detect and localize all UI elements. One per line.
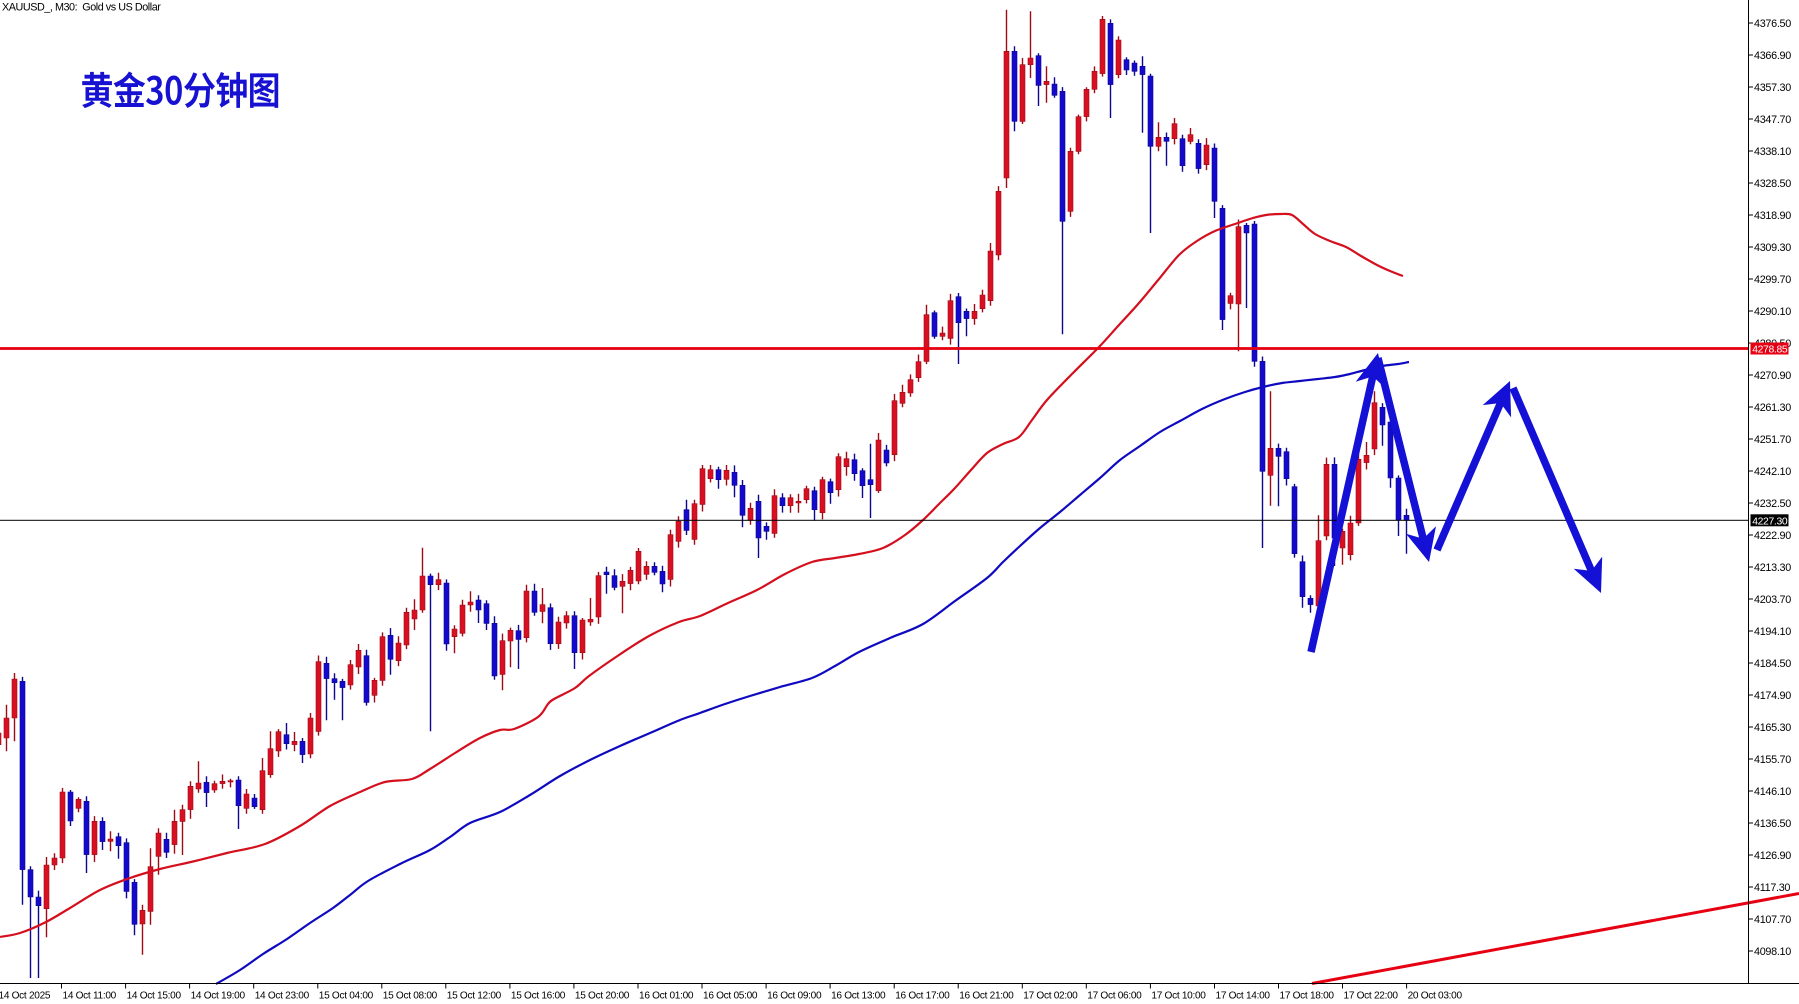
svg-text:14 Oct 23:00: 14 Oct 23:00 <box>255 991 310 1002</box>
svg-text:16 Oct 01:00: 16 Oct 01:00 <box>639 991 694 1002</box>
svg-text:15 Oct 20:00: 15 Oct 20:00 <box>575 991 630 1002</box>
svg-text:16 Oct 13:00: 16 Oct 13:00 <box>831 991 886 1002</box>
svg-text:4155.70: 4155.70 <box>1754 754 1791 766</box>
svg-text:4098.10: 4098.10 <box>1754 946 1791 958</box>
svg-text:4117.30: 4117.30 <box>1754 882 1790 894</box>
svg-text:4270.90: 4270.90 <box>1754 370 1791 382</box>
svg-text:4328.50: 4328.50 <box>1754 178 1791 190</box>
svg-text:4227.30: 4227.30 <box>1752 516 1788 527</box>
svg-text:17 Oct 14:00: 17 Oct 14:00 <box>1216 991 1271 1002</box>
svg-text:4126.90: 4126.90 <box>1754 850 1791 862</box>
svg-text:17 Oct 10:00: 17 Oct 10:00 <box>1151 991 1206 1002</box>
svg-text:4376.50: 4376.50 <box>1754 18 1791 30</box>
svg-text:14 Oct 19:00: 14 Oct 19:00 <box>191 991 246 1002</box>
svg-text:4290.10: 4290.10 <box>1754 306 1791 318</box>
svg-text:4232.50: 4232.50 <box>1754 498 1791 510</box>
svg-text:15 Oct 16:00: 15 Oct 16:00 <box>511 991 566 1002</box>
svg-text:4194.10: 4194.10 <box>1754 626 1791 638</box>
svg-text:16 Oct 21:00: 16 Oct 21:00 <box>959 991 1014 1002</box>
svg-text:4347.70: 4347.70 <box>1754 114 1791 126</box>
svg-text:4184.50: 4184.50 <box>1754 658 1791 670</box>
svg-text:4203.70: 4203.70 <box>1754 594 1791 606</box>
svg-text:15 Oct 04:00: 15 Oct 04:00 <box>319 991 374 1002</box>
svg-text:20 Oct 03:00: 20 Oct 03:00 <box>1408 991 1463 1002</box>
svg-text:4242.10: 4242.10 <box>1754 466 1791 478</box>
svg-text:4174.90: 4174.90 <box>1754 690 1791 702</box>
svg-text:4299.70: 4299.70 <box>1754 274 1791 286</box>
svg-text:14 Oct 11:00: 14 Oct 11:00 <box>63 991 117 1002</box>
svg-text:17 Oct 02:00: 17 Oct 02:00 <box>1023 991 1078 1002</box>
svg-text:4366.90: 4366.90 <box>1754 50 1791 62</box>
svg-text:17 Oct 22:00: 17 Oct 22:00 <box>1344 991 1399 1002</box>
svg-text:4251.70: 4251.70 <box>1754 434 1791 446</box>
svg-text:4338.10: 4338.10 <box>1754 146 1791 158</box>
svg-text:17 Oct 18:00: 17 Oct 18:00 <box>1280 991 1335 1002</box>
svg-text:4146.10: 4146.10 <box>1754 786 1791 798</box>
svg-text:4278.85: 4278.85 <box>1752 345 1788 356</box>
svg-text:4136.50: 4136.50 <box>1754 818 1791 830</box>
svg-text:16 Oct 05:00: 16 Oct 05:00 <box>703 991 758 1002</box>
svg-text:XAUUSD_, M30: Gold vs US Doll: XAUUSD_, M30: Gold vs US Dollar <box>2 2 161 14</box>
svg-text:4213.30: 4213.30 <box>1754 562 1791 574</box>
svg-text:4357.30: 4357.30 <box>1754 82 1791 94</box>
svg-text:14 Oct 15:00: 14 Oct 15:00 <box>127 991 182 1002</box>
svg-text:16 Oct 09:00: 16 Oct 09:00 <box>767 991 822 1002</box>
svg-text:16 Oct 17:00: 16 Oct 17:00 <box>895 991 950 1002</box>
svg-text:4222.90: 4222.90 <box>1754 530 1791 542</box>
svg-text:14 Oct 2025: 14 Oct 2025 <box>0 991 51 1002</box>
svg-text:4318.90: 4318.90 <box>1754 210 1791 222</box>
svg-text:4309.30: 4309.30 <box>1754 242 1791 254</box>
svg-text:15 Oct 12:00: 15 Oct 12:00 <box>447 991 502 1002</box>
svg-text:4107.70: 4107.70 <box>1754 914 1791 926</box>
svg-text:4165.30: 4165.30 <box>1754 722 1791 734</box>
svg-text:4261.30: 4261.30 <box>1754 402 1791 414</box>
svg-text:15 Oct 08:00: 15 Oct 08:00 <box>383 991 438 1002</box>
svg-text:17 Oct 06:00: 17 Oct 06:00 <box>1087 991 1142 1002</box>
